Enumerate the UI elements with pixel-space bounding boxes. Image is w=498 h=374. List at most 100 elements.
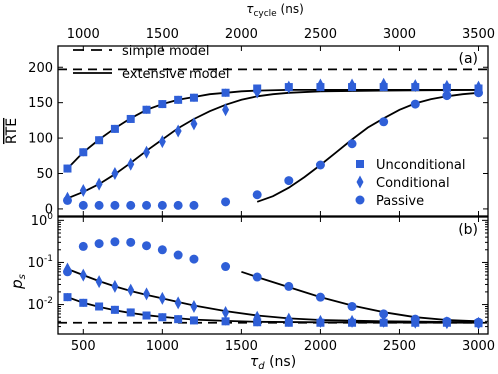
passive-point <box>126 237 136 247</box>
legend-lines: simple model extensive model <box>73 44 230 82</box>
passive-point <box>62 195 72 205</box>
x-tick-label: 1500 <box>225 339 258 354</box>
conditional-point <box>174 296 182 310</box>
y-tick-label: 100 <box>31 212 54 229</box>
x-tick-label: 2500 <box>383 339 416 354</box>
passive-point <box>474 88 484 98</box>
conditional-point <box>348 78 356 92</box>
unconditional-point <box>174 95 183 104</box>
passive-point <box>157 200 167 210</box>
conditional-point <box>95 177 103 191</box>
unconditional-point <box>174 315 183 324</box>
y-tick-label: 100 <box>28 132 53 147</box>
conditional-point <box>316 314 324 328</box>
unconditional-point <box>79 148 88 157</box>
legend-marker-label: Conditional <box>376 176 450 191</box>
legend-line-label: extensive model <box>122 67 230 82</box>
y-tick-label: 150 <box>28 96 53 111</box>
top-x-tick-label: 3500 <box>462 27 495 42</box>
conditional-point <box>316 78 324 92</box>
passive-point <box>189 200 199 210</box>
passive-point <box>173 200 183 210</box>
conditional-point <box>190 299 198 313</box>
conditional-point <box>174 124 182 138</box>
passive-point <box>110 237 120 247</box>
y-axis-label-ps: ps <box>8 274 28 290</box>
panel-b-tag: (b) <box>458 222 478 238</box>
conditional-point <box>79 184 87 197</box>
legend-markers: Unconditional Conditional Passive <box>355 158 465 209</box>
conditional-point <box>285 80 293 94</box>
panel-b: 10-2 10-1 100 500 1000 1500 2000 2500 3000 ps τd (… <box>8 212 495 372</box>
y-tick-label: 10-1 <box>27 254 53 271</box>
unconditional-point <box>110 305 119 314</box>
passive-point <box>173 250 183 260</box>
unconditional-point <box>158 313 167 322</box>
conditional-point <box>253 85 261 99</box>
passive-point <box>347 301 357 311</box>
unconditional-point <box>126 114 135 123</box>
conditional-point <box>111 167 119 180</box>
y-tick-label: 0 <box>45 202 53 217</box>
passive-point <box>284 281 294 291</box>
y-tick-label: 50 <box>36 167 53 182</box>
passive-point <box>410 314 420 324</box>
passive-point <box>62 267 72 277</box>
passive-point <box>126 200 136 210</box>
passive-point <box>94 239 104 249</box>
conditional-point <box>222 305 230 319</box>
unconditional-point <box>189 316 198 325</box>
passive-point <box>189 254 199 264</box>
passive-point <box>221 262 231 272</box>
y-tick-label: 200 <box>28 61 53 76</box>
conditional-point <box>158 291 166 305</box>
conditional-point <box>348 314 356 328</box>
conditional-point <box>222 103 230 117</box>
passive-point <box>379 117 389 127</box>
conditional-point <box>190 117 198 131</box>
passive-point <box>252 190 262 200</box>
passive-point <box>315 160 325 170</box>
conditional-point <box>285 312 293 326</box>
unconditional-legend-marker <box>356 160 364 168</box>
y-axis-label-rte: RTE <box>4 118 20 144</box>
top-x-tick-label: 1500 <box>146 27 179 42</box>
unconditional-point <box>95 302 104 311</box>
top-x-tick-label: 2000 <box>225 27 258 42</box>
unconditional-point <box>63 164 72 173</box>
unconditional-point <box>158 100 167 109</box>
passive-point <box>474 317 484 327</box>
passive-point <box>110 200 120 210</box>
legend-marker-label: Unconditional <box>376 158 465 173</box>
x-tick-label: 500 <box>71 339 96 354</box>
passive-point <box>94 200 104 210</box>
passive-point <box>78 200 88 210</box>
conditional-point <box>253 310 261 324</box>
panel-a-frame <box>57 45 489 217</box>
conditional-point <box>127 157 135 171</box>
top-x-tick-label: 1000 <box>67 27 100 42</box>
passive-point <box>315 292 325 302</box>
unconditional-point <box>79 298 88 307</box>
conditional-point <box>411 79 419 93</box>
passive-point <box>78 241 88 251</box>
passive-legend-marker <box>355 195 365 205</box>
legend-marker-label: Passive <box>376 194 424 209</box>
passive-point <box>347 139 357 149</box>
conditional-point <box>443 79 451 93</box>
passive-point <box>284 176 294 186</box>
unconditional-point <box>221 88 230 97</box>
top-axis-label: τcycle (ns) <box>246 2 304 19</box>
passive-point <box>252 272 262 282</box>
unconditional-point <box>63 293 72 302</box>
unconditional-point <box>189 93 198 102</box>
unconditional-point <box>95 136 104 145</box>
passive-point <box>442 316 452 326</box>
legend-line-label: simple model <box>122 44 210 59</box>
conditional-legend-marker <box>356 175 364 189</box>
panel-a: 0 50 100 150 200 1000 1500 2000 2500 3000 3500 τcyc… <box>4 2 495 217</box>
conditional-point <box>380 77 388 91</box>
extensive-model-curve <box>67 89 479 200</box>
